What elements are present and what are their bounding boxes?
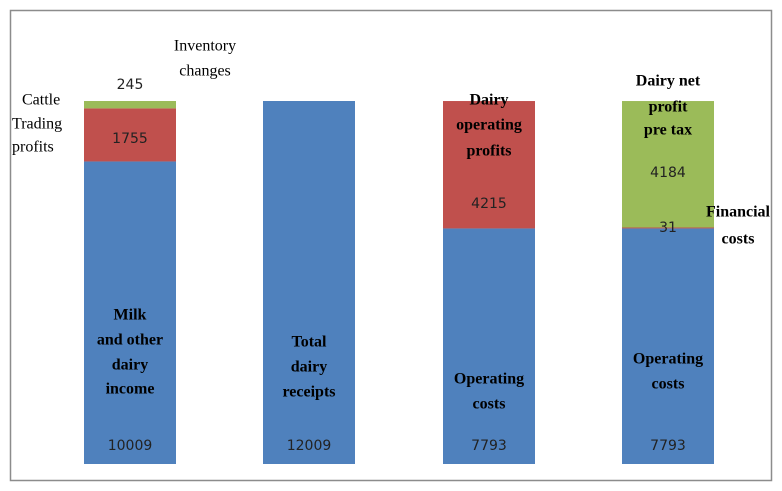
value-label: 10009 xyxy=(108,438,153,454)
value-label: 4184 xyxy=(650,165,686,181)
bar-segment xyxy=(622,227,714,229)
segment-label: receipts xyxy=(282,384,335,401)
segment-label: Cattle xyxy=(22,92,60,109)
segment-label: dairy xyxy=(291,359,327,376)
segment-label: Milk xyxy=(114,307,147,324)
segment-label: Operating xyxy=(633,351,703,368)
segment-label: changes xyxy=(179,63,231,80)
segment-label: Total xyxy=(292,334,328,351)
bar-segment xyxy=(84,108,176,162)
value-label: 245 xyxy=(117,77,144,93)
bar-segment xyxy=(622,228,714,464)
segment-label: Dairy xyxy=(469,92,508,109)
segment-label: Financial xyxy=(706,204,771,221)
segment-label: profits xyxy=(466,143,511,160)
bar-segment xyxy=(84,161,176,465)
bar-segment xyxy=(443,228,535,464)
value-label: 31 xyxy=(659,220,677,236)
segment-label: costs xyxy=(722,231,755,248)
value-label: 7793 xyxy=(471,438,507,454)
value-label: 1755 xyxy=(112,131,148,147)
segment-label: profit xyxy=(649,99,688,116)
segment-label: operating xyxy=(456,117,522,134)
value-label: 4215 xyxy=(471,196,507,212)
segment-label: and other xyxy=(97,332,163,349)
segment-label: Inventory xyxy=(174,38,236,55)
segment-label: Operating xyxy=(454,371,524,388)
bar-segment xyxy=(84,101,176,109)
segment-label: Trading xyxy=(12,116,62,133)
bar-segment xyxy=(622,101,714,228)
segment-label: costs xyxy=(473,396,506,413)
value-label: 7793 xyxy=(650,438,686,454)
bar-segment xyxy=(263,101,355,464)
value-label: 12009 xyxy=(287,438,332,454)
segment-label: profits xyxy=(12,139,54,156)
bar-segment xyxy=(443,101,535,229)
segment-label: Dairy net xyxy=(636,73,701,90)
segment-label: pre tax xyxy=(644,122,692,139)
segment-label: costs xyxy=(652,376,685,393)
segment-label: dairy xyxy=(112,357,148,374)
segment-label: income xyxy=(106,381,155,398)
